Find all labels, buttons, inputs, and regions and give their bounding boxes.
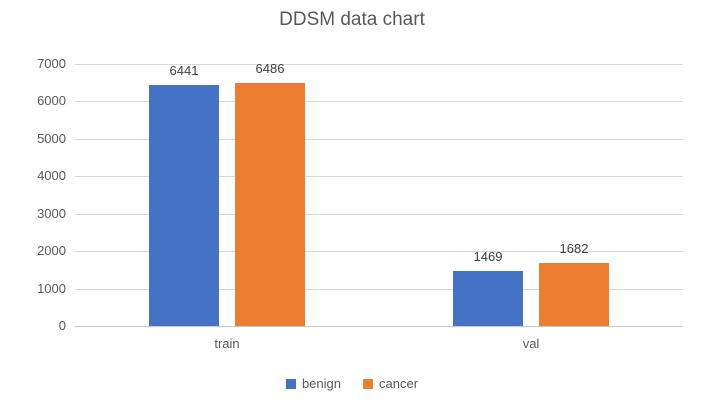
gridline [75, 214, 683, 215]
bar-val-cancer [539, 263, 609, 326]
legend-item-cancer: cancer [363, 376, 418, 391]
legend-item-benign: benign [285, 376, 341, 391]
bar-train-cancer [235, 83, 305, 326]
gridline [75, 251, 683, 252]
data-label-val-benign: 1469 [473, 249, 503, 264]
gridline [75, 289, 683, 290]
y-axis-tick-label: 0 [58, 318, 66, 333]
y-axis-tick-label: 5000 [37, 131, 66, 146]
bar-train-benign [149, 85, 219, 326]
legend-label-benign: benign [301, 376, 341, 391]
cancer-swatch-icon [363, 378, 373, 389]
y-axis-tick-label: 1000 [37, 281, 66, 296]
x-axis-line [75, 326, 683, 327]
benign-swatch-icon [285, 378, 296, 389]
data-label-train-benign: 6441 [169, 63, 199, 78]
legend-label-cancer: cancer [379, 376, 419, 391]
x-axis-label-train: train [214, 336, 240, 351]
gridline [75, 139, 683, 140]
data-label-val-cancer: 1682 [559, 241, 589, 256]
gridline [75, 176, 683, 177]
y-axis-tick-label: 3000 [37, 206, 66, 221]
y-axis-tick-label: 7000 [37, 56, 66, 71]
chart-title: DDSM data chart [279, 9, 425, 30]
bar-val-benign [453, 271, 523, 326]
y-axis-tick-label: 4000 [37, 168, 66, 183]
y-axis-tick-label: 6000 [37, 93, 66, 108]
gridline [75, 64, 683, 65]
y-axis-tick-label: 2000 [37, 243, 66, 258]
gridline [75, 101, 683, 102]
legend: benign cancer [0, 376, 704, 391]
data-label-train-cancer: 6486 [255, 61, 285, 76]
x-axis-label-val: val [522, 336, 540, 351]
